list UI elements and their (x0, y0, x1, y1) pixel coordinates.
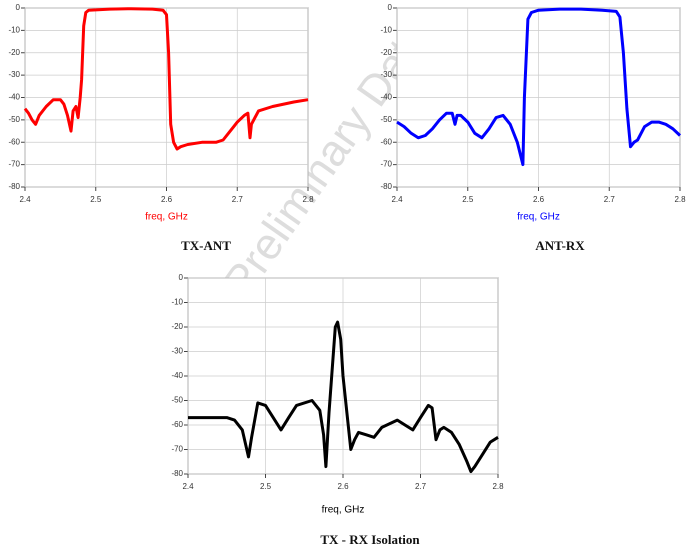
x-tick-label: 2.8 (302, 195, 314, 204)
y-tick-label: -20 (8, 48, 20, 57)
y-tick-label: -50 (8, 115, 20, 124)
y-tick-label: 0 (388, 3, 393, 12)
y-tick-label: 0 (179, 273, 184, 282)
y-tick-label: -80 (380, 182, 392, 191)
y-tick-label: -60 (380, 137, 392, 146)
x-axis-label: freq, GHz (322, 505, 365, 516)
y-tick-label: -70 (380, 160, 392, 169)
x-tick-label: 2.5 (260, 482, 272, 491)
y-tick-label: -60 (171, 420, 183, 429)
y-tick-label: -10 (171, 298, 183, 307)
x-tick-label: 2.6 (337, 482, 349, 491)
x-tick-label: 2.6 (161, 195, 173, 204)
x-tick-label: 2.8 (492, 482, 504, 491)
x-tick-label: 2.5 (90, 195, 102, 204)
y-tick-label: -70 (8, 160, 20, 169)
x-tick-label: 2.4 (391, 195, 403, 204)
y-tick-label: -70 (171, 445, 183, 454)
chart-title: TX - RX Isolation (320, 532, 420, 547)
y-tick-label: -20 (380, 48, 392, 57)
x-tick-label: 2.4 (19, 195, 31, 204)
x-tick-label: 2.4 (182, 482, 194, 491)
y-tick-label: -40 (171, 371, 183, 380)
y-tick-label: -50 (380, 115, 392, 124)
x-tick-label: 2.8 (674, 195, 686, 204)
y-tick-label: -40 (380, 93, 392, 102)
x-tick-label: 2.6 (533, 195, 545, 204)
y-tick-label: -30 (8, 70, 20, 79)
y-tick-label: -80 (8, 182, 20, 191)
y-tick-label: -10 (380, 25, 392, 34)
chart-title: TX-ANT (181, 238, 231, 253)
y-tick-label: -10 (8, 25, 20, 34)
x-tick-label: 2.5 (462, 195, 474, 204)
data-line (396, 7, 682, 167)
y-tick-label: 0 (16, 3, 21, 12)
y-tick-label: -30 (380, 70, 392, 79)
x-axis-label: freq, GHz (517, 212, 560, 223)
x-tick-label: 2.7 (415, 482, 427, 491)
y-tick-label: -80 (171, 469, 183, 478)
y-tick-label: -20 (171, 322, 183, 331)
x-axis-label: freq, GHz (145, 212, 188, 223)
chart-title: ANT-RX (535, 238, 585, 253)
data-line (188, 320, 499, 474)
x-tick-label: 2.7 (232, 195, 244, 204)
y-tick-label: -40 (8, 93, 20, 102)
y-tick-label: -50 (171, 396, 183, 405)
data-line (23, 7, 309, 151)
y-tick-label: -30 (171, 347, 183, 356)
x-tick-label: 2.7 (604, 195, 616, 204)
y-tick-label: -60 (8, 137, 20, 146)
